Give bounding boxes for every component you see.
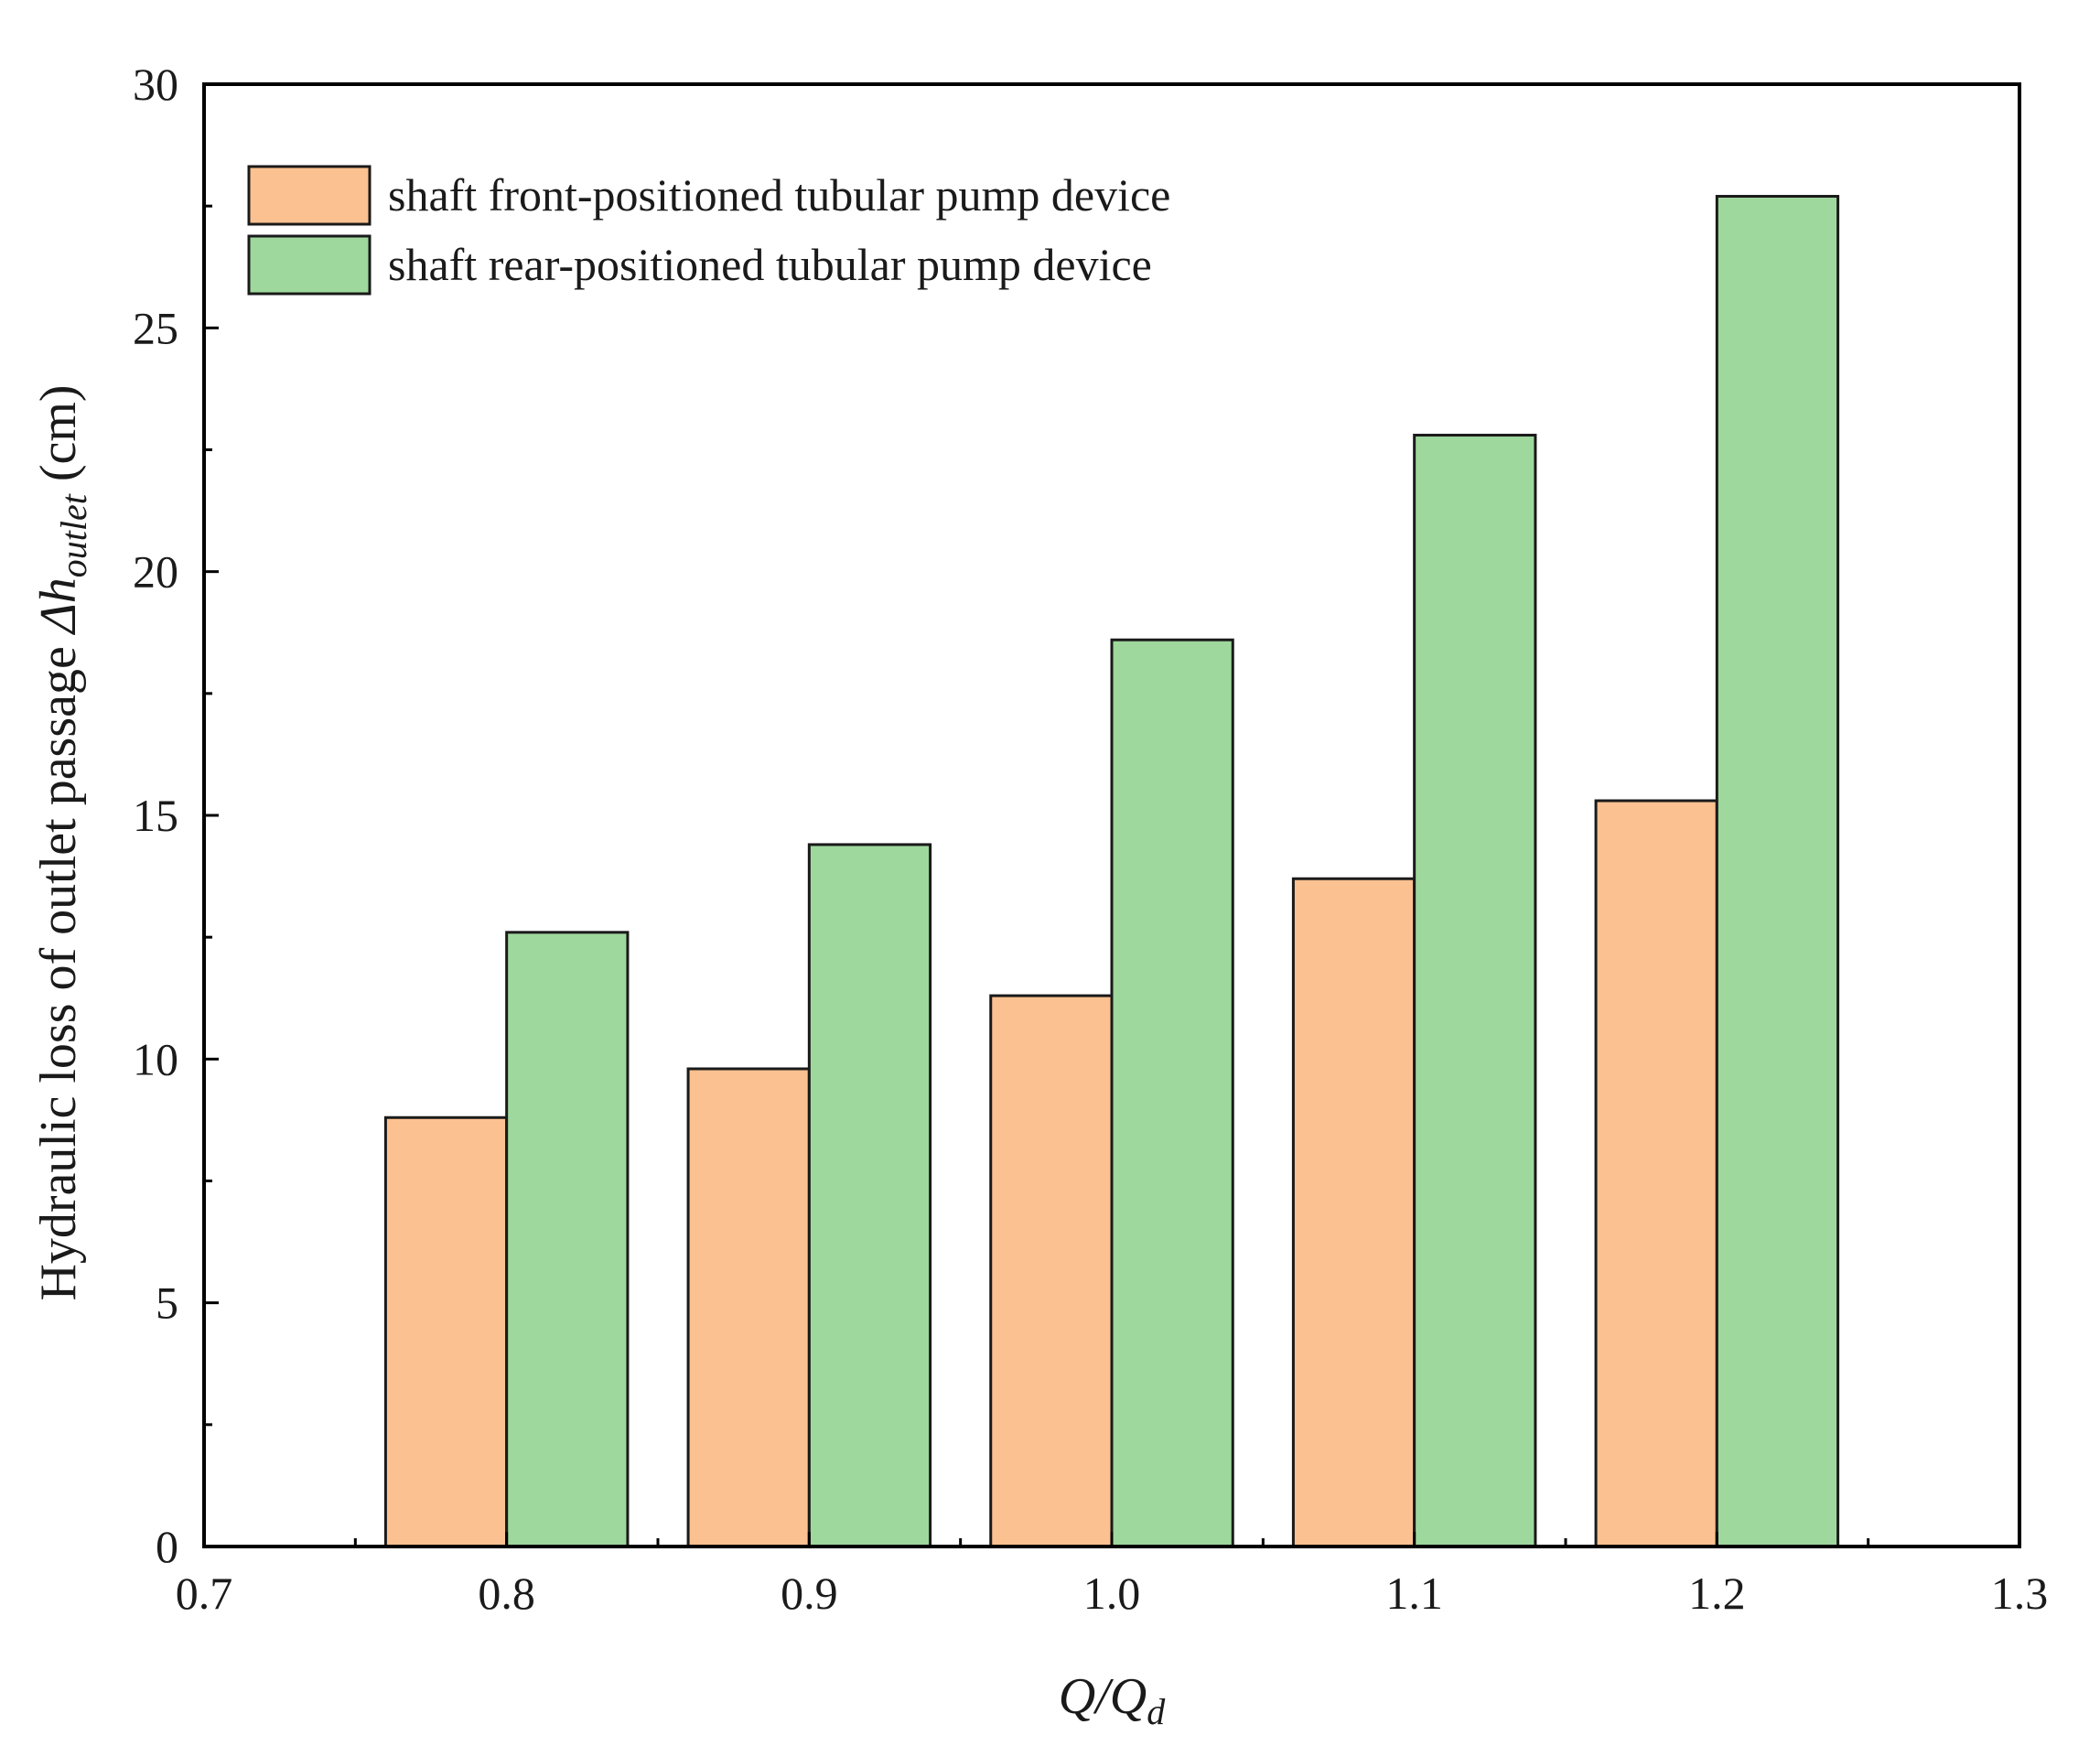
bar-s2-1.1	[1413, 434, 1537, 1548]
x-tick-label: 1.0	[1083, 1568, 1141, 1619]
x-axis-title: Q/Qd	[1059, 1668, 1166, 1732]
legend-label-s1: shaft front-positioned tubular pump devi…	[388, 169, 1170, 221]
bar-s2-0.9	[807, 843, 932, 1548]
y-tick-label: 10	[133, 1033, 178, 1084]
y-axis-title-prefix: Hydraulic loss of outlet passage	[30, 633, 87, 1300]
y-tick-label: 30	[133, 59, 178, 110]
bar-s1-0.9	[686, 1067, 811, 1548]
y-tick-label: 0	[156, 1521, 178, 1572]
x-axis-title-subscript: d	[1147, 1691, 1166, 1732]
y-tick-label: 5	[156, 1277, 178, 1329]
x-tick-label: 1.2	[1688, 1568, 1746, 1619]
bar-s2-1.0	[1110, 638, 1234, 1548]
y-axis-title: Hydraulic loss of outlet passage Δhoutle…	[30, 384, 94, 1300]
bar-s1-1.1	[1291, 877, 1416, 1548]
bar-s1-0.8	[383, 1116, 509, 1548]
ticks-layer: 0.7 0.8 0.9 1.0 1.1 1.2 1.3 0 5 10 15 20 25 30	[133, 59, 2048, 1619]
bar-s2-0.8	[505, 931, 630, 1548]
y-axis-title-suffix: (cm)	[30, 384, 87, 494]
bar-s1-1.2	[1594, 799, 1718, 1548]
y-tick-label: 25	[133, 302, 178, 353]
x-tick-label: 0.7	[176, 1568, 233, 1619]
x-axis-title-main: Q/Q	[1059, 1668, 1147, 1725]
legend-swatch-s2	[247, 234, 372, 296]
y-tick-label: 15	[133, 790, 178, 841]
y-axis-title-subscript: outlet	[53, 493, 94, 577]
y-tick-label: 20	[133, 546, 178, 598]
bars-layer	[383, 195, 1840, 1548]
x-tick-label: 0.8	[478, 1568, 535, 1619]
x-tick-label: 1.1	[1385, 1568, 1443, 1619]
bar-s2-1.2	[1715, 195, 1840, 1548]
legend: shaft front-positioned tubular pump devi…	[247, 165, 1170, 296]
x-tick-label: 1.3	[1991, 1568, 2049, 1619]
legend-label-s2: shaft rear-positioned tubular pump devic…	[388, 239, 1152, 290]
x-tick-label: 0.9	[781, 1568, 838, 1619]
y-axis-title-symbol: Δh	[30, 577, 87, 635]
bar-s1-1.0	[989, 994, 1114, 1548]
legend-swatch-s1	[247, 165, 372, 226]
